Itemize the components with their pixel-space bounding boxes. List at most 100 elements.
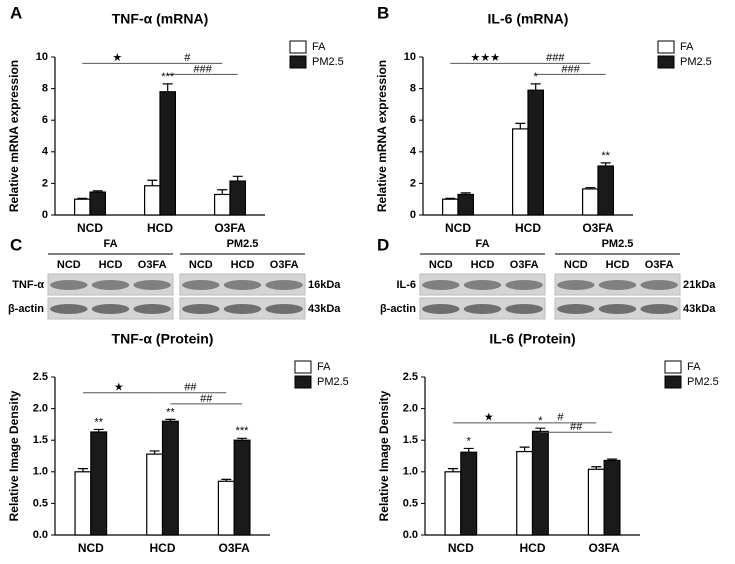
legend-swatch [294,360,312,374]
error-bar [147,179,158,186]
bar [457,193,474,216]
chart-title: TNF-α (Protein) [112,331,214,347]
blot-row-label: β-actin [8,303,44,315]
bar [581,188,599,216]
bar [233,439,251,536]
bar [144,185,161,216]
y-tick-label: 4 [42,146,49,158]
significance-label: ## [570,421,583,433]
error-bar [591,466,602,470]
bar [159,91,176,216]
blot-band [463,304,502,314]
lane-label: NCD [189,259,213,271]
blot-size-label: 21kDa [683,279,716,291]
y-tick-label: 10 [404,51,416,63]
bar [89,191,106,216]
error-bar [221,478,232,482]
bar [460,451,478,536]
legend-label: PM2.5 [687,376,719,388]
significance-label: ★ [484,412,494,424]
blot-band [598,280,637,290]
blot-band [640,304,678,314]
bar [511,128,529,216]
lane-label: HCD [606,259,630,271]
error-bar [600,162,611,167]
error-bar [607,458,618,461]
legend-label: FA [687,361,701,373]
error-bar [460,192,471,195]
y-tick-label: 0 [42,209,48,221]
x-tick-label: O3FA [218,541,250,555]
legend-label: FA [317,361,331,373]
significance-label: ** [94,416,103,428]
blot-band [50,280,88,290]
lane-label: NCD [564,259,588,271]
legend-swatch [289,55,307,69]
blot-band [182,280,220,290]
bar [603,459,621,536]
y-tick-label: 2.0 [403,403,418,415]
y-tick-label: 6 [410,114,416,126]
y-tick-label: 1.0 [33,466,48,478]
chart-title: IL-6 (mRNA) [488,11,569,27]
lane-label: O3FA [138,259,167,271]
significance-label: * [538,415,543,427]
panel-label: D [377,235,389,254]
lane-label: O3FA [645,259,674,271]
error-bar [77,197,88,200]
y-tick-label: 2 [42,177,48,189]
bar [587,468,605,536]
bar [442,198,459,216]
legend-swatch [657,55,675,69]
y-tick-label: 1.5 [403,434,418,446]
y-axis-label: Relative mRNA expression [7,60,21,212]
blot-group-label: FA [475,238,489,250]
error-bar [92,190,103,193]
significance-label: ★ [112,52,122,64]
x-tick-label: HCD [147,221,173,235]
lane-label: O3FA [510,259,539,271]
legend-label: FA [680,41,694,53]
error-bar [585,187,596,189]
bar [527,89,544,216]
significance-label: ★ [114,382,124,394]
significance-label: * [467,435,472,447]
significance-label: ** [166,406,175,418]
blot-row-label: TNF-α [12,279,44,291]
legend-label: PM2.5 [680,56,712,68]
x-tick-label: NCD [448,541,474,555]
error-bar [530,83,541,91]
y-tick-label: 2.5 [403,371,418,383]
error-bar [149,450,160,455]
error-bar [463,447,474,453]
x-tick-label: O3FA [214,221,246,235]
legend-swatch [289,40,307,54]
blot-band [640,280,678,290]
y-tick-label: 0.0 [403,529,418,541]
blot-band [91,304,130,314]
y-tick-label: 0.5 [33,497,48,509]
error-bar [515,122,526,129]
bar [531,430,549,536]
x-tick-label: NCD [77,221,103,235]
error-bar [535,427,546,432]
significance-label: ** [601,150,610,162]
x-tick-label: NCD [445,221,471,235]
error-bar [237,437,248,441]
error-bar [447,468,458,472]
blot-band [223,304,262,314]
lane-label: HCD [99,259,123,271]
lane-label: HCD [231,259,255,271]
significance-label: * [534,71,539,83]
bar [516,450,534,536]
blot-band [265,280,303,290]
significance-label: ### [562,63,581,75]
error-bar [232,175,243,182]
error-bar [445,197,456,200]
blot-band [223,280,262,290]
blot-band [50,304,88,314]
bar [73,198,91,216]
legend-label: PM2.5 [312,56,344,68]
bar [229,180,246,216]
blot-band [505,304,543,314]
